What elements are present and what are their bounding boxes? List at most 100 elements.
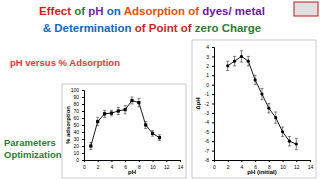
error-bar (158, 135, 161, 141)
error-bar (124, 105, 127, 113)
tick-mark (212, 66, 214, 67)
chart: 024681012140102030405060708090100pH% ads… (62, 84, 186, 178)
tick-mark (212, 122, 214, 123)
tick-label: 14 (178, 164, 184, 170)
header-segment: & Determination (43, 22, 135, 34)
data-line (91, 101, 160, 147)
error-cap (247, 65, 250, 66)
tick-mark (153, 160, 154, 162)
error-bar (295, 138, 298, 149)
tick: 40 (73, 129, 84, 135)
error-cap (261, 99, 264, 100)
error-cap (151, 136, 154, 137)
tick: 0 (213, 160, 216, 170)
tick-mark (212, 151, 214, 152)
error-cap (267, 103, 270, 104)
tick: -2 (205, 101, 214, 107)
tick-mark (269, 160, 270, 162)
data-point (144, 123, 147, 126)
error-cap (89, 142, 92, 143)
tick: 90 (73, 94, 84, 100)
error-cap (137, 98, 140, 99)
tick: 4 (241, 160, 244, 170)
axis-line (212, 48, 215, 161)
data-point (117, 109, 120, 112)
tick-mark (212, 94, 214, 95)
tick-mark (212, 113, 214, 114)
error-cap (110, 115, 113, 116)
error-cap (295, 138, 298, 139)
data-point (124, 108, 127, 111)
error-cap (233, 65, 236, 66)
tick: 10 (280, 160, 286, 170)
tick-label: 60 (73, 115, 79, 121)
header-segment: Effect (39, 5, 74, 17)
x-axis-title: pH (128, 169, 136, 175)
tick: -7 (205, 148, 214, 154)
header-segment: Adsorption of (124, 5, 203, 17)
tick-label: 2 (227, 164, 230, 170)
tick: 12 (164, 160, 170, 170)
tick-label: 100 (71, 87, 80, 93)
tick-mark (212, 75, 214, 76)
data-point (281, 130, 284, 133)
error-cap (288, 145, 291, 146)
error-cap (144, 121, 147, 122)
tick: 2 (206, 63, 214, 69)
tick: 2 (97, 160, 100, 170)
tick-label: 12 (164, 164, 170, 170)
data-point (295, 142, 298, 145)
tick-mark (212, 56, 214, 57)
tick-label: 8 (138, 164, 141, 170)
tick-mark (82, 139, 84, 140)
error-bar (240, 51, 243, 62)
error-bar (144, 122, 147, 129)
tick-mark (212, 104, 214, 105)
error-bar (226, 61, 229, 70)
tick-label: 50 (73, 122, 79, 128)
chart-frame (192, 40, 316, 178)
chart-frame (62, 84, 186, 178)
error-cap (96, 117, 99, 118)
error-cap (117, 107, 120, 108)
error-bar (247, 56, 250, 65)
tick: -8 (205, 157, 214, 163)
error-bar (254, 75, 257, 84)
tick-label: -4 (205, 119, 210, 125)
tick: 2 (227, 160, 230, 170)
data-point (274, 116, 277, 119)
tick-label: 20 (73, 143, 79, 149)
error-cap (295, 149, 298, 150)
tick-mark (82, 118, 84, 119)
header-segment: on (107, 5, 124, 17)
tick: 14 (178, 160, 184, 170)
data-point (267, 107, 270, 110)
tick-label: -1 (205, 91, 210, 97)
canvas: Effect of pH on Adsorption of dyes/ meta… (0, 0, 320, 180)
error-bar (261, 88, 264, 99)
y-axis: -8-7-6-5-4-3-2-101234 (205, 44, 215, 163)
tick-label: 10 (150, 164, 156, 170)
error-cap (267, 112, 270, 113)
tick-mark (139, 160, 140, 162)
y-axis-title: ΔpH (195, 97, 201, 109)
tick: 60 (73, 115, 84, 121)
data-point (260, 92, 263, 95)
header-segment: pH (88, 5, 107, 17)
error-cap (151, 130, 154, 131)
tick-label: 1 (206, 72, 209, 78)
tick: 30 (73, 136, 84, 142)
tick-label: 90 (73, 94, 79, 100)
tick-label: -5 (205, 129, 210, 135)
tick-mark (82, 146, 84, 147)
tick-mark (125, 160, 126, 162)
error-cap (274, 111, 277, 112)
error-cap (158, 134, 161, 135)
error-cap (124, 113, 127, 114)
y-axis-title: % adsorption (65, 106, 71, 144)
error-cap (240, 50, 243, 51)
data-point (130, 99, 133, 102)
tick-label: 30 (73, 136, 79, 142)
header-segment: dyes/ metal (202, 5, 265, 17)
tick: -5 (205, 129, 214, 135)
